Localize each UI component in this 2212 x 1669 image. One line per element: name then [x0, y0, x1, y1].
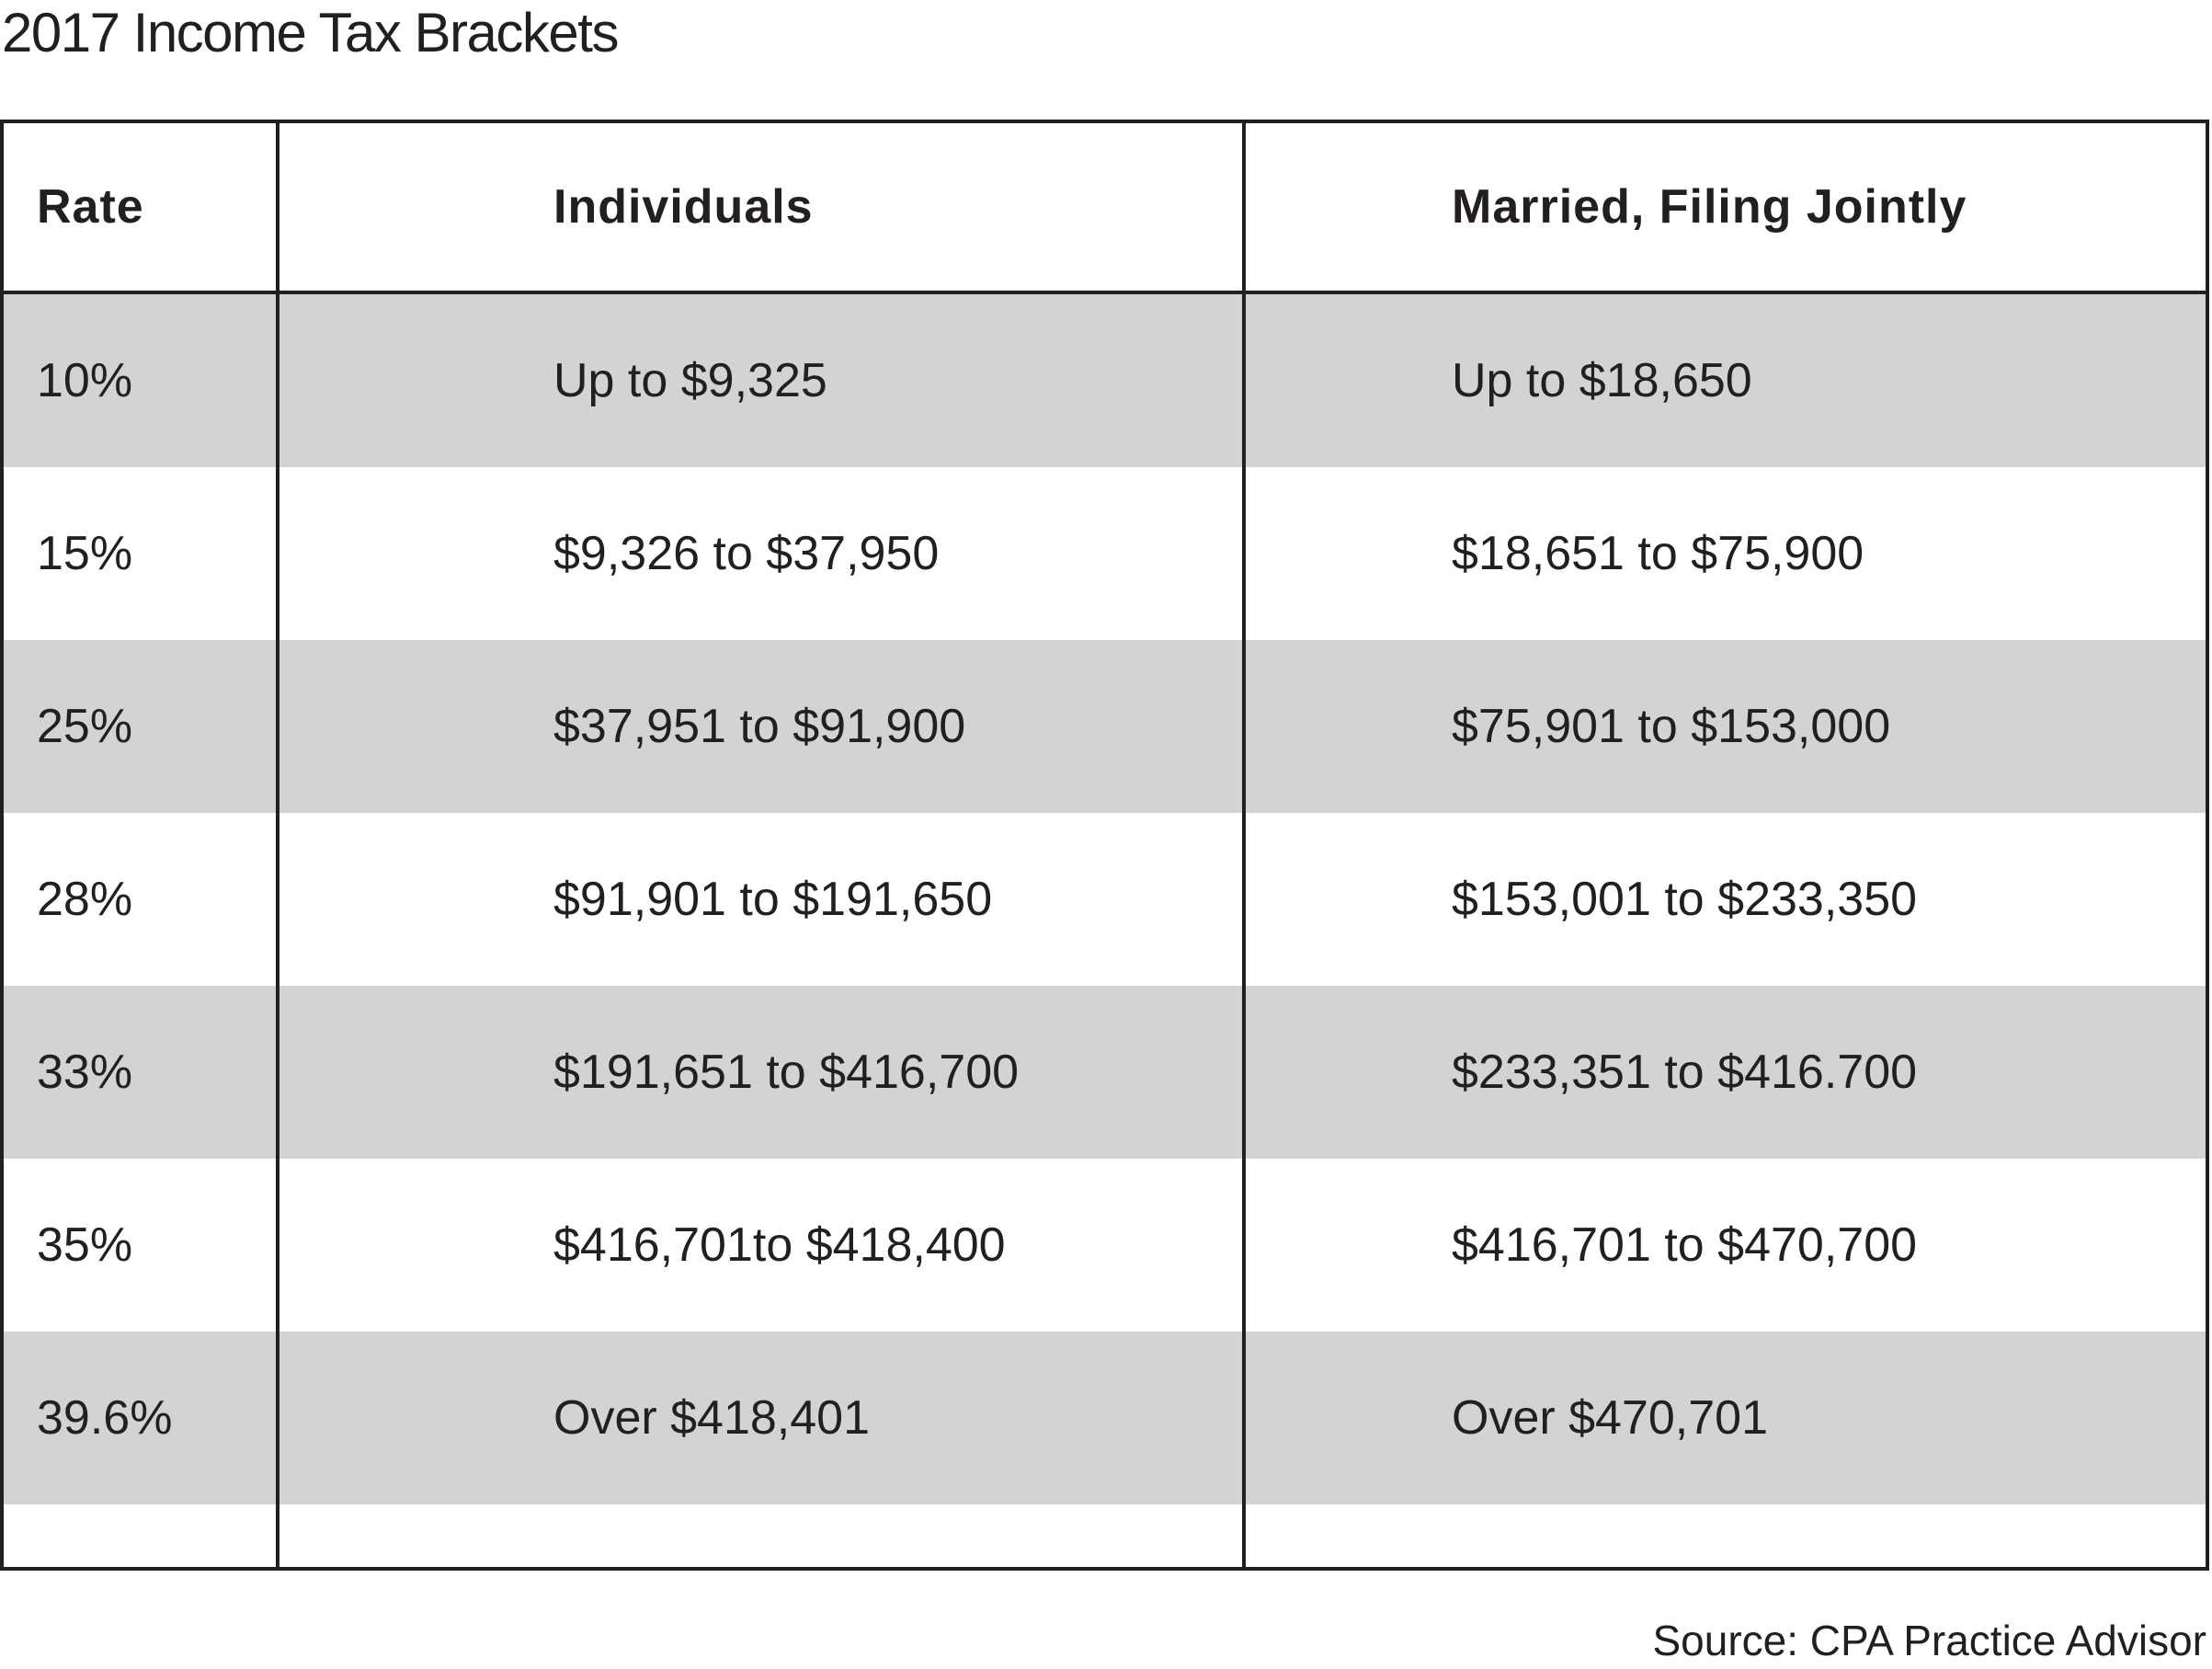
table-row: 28% $91,901 to $191,650 $153,001 to $233… — [4, 813, 2206, 986]
married-cell: $416,701 to $470,700 — [1452, 1218, 1918, 1272]
married-cell: Over $470,701 — [1452, 1391, 1769, 1445]
source-credit: Source: CPA Practice Advisor — [1652, 1617, 2206, 1664]
table-row: 15% $9,326 to $37,950 $18,651 to $75,900 — [4, 467, 2206, 640]
table-row: 35% $416,701to $418,400 $416,701 to $470… — [4, 1159, 2206, 1332]
table-row: 10% Up to $9,325 Up to $18,650 — [4, 294, 2206, 467]
individuals-cell: Over $418,401 — [553, 1391, 871, 1445]
rate-cell: 10% — [37, 354, 133, 407]
rate-cell: 15% — [37, 527, 133, 580]
rate-cell: 33% — [37, 1046, 133, 1099]
married-cell: $153,001 to $233,350 — [1452, 873, 1918, 926]
header-married-filing-jointly: Married, Filing Jointly — [1452, 180, 1967, 234]
married-cell: $75,901 to $153,000 — [1452, 700, 1891, 753]
rate-cell: 39.6% — [37, 1391, 173, 1445]
table-row: 33% $191,651 to $416,700 $233,351 to $41… — [4, 986, 2206, 1159]
column-divider-rate — [276, 123, 279, 1567]
rate-cell: 25% — [37, 700, 133, 753]
individuals-cell: $9,326 to $37,950 — [553, 527, 940, 580]
married-cell: $18,651 to $75,900 — [1452, 527, 1864, 580]
rate-cell: 28% — [37, 873, 133, 926]
column-divider-individuals — [1242, 123, 1246, 1567]
table-header-row: Rate Individuals Married, Filing Jointly — [4, 123, 2206, 294]
married-cell: $233,351 to $416.700 — [1452, 1046, 1918, 1099]
individuals-cell: Up to $9,325 — [553, 354, 827, 407]
table-row: 25% $37,951 to $91,900 $75,901 to $153,0… — [4, 640, 2206, 813]
header-rate: Rate — [37, 180, 144, 234]
tax-bracket-table: Rate Individuals Married, Filing Jointly… — [0, 120, 2209, 1571]
individuals-cell: $37,951 to $91,900 — [553, 700, 966, 753]
individuals-cell: $416,701to $418,400 — [553, 1218, 1006, 1272]
rate-cell: 35% — [37, 1218, 133, 1272]
table-row: 39.6% Over $418,401 Over $470,701 — [4, 1332, 2206, 1504]
married-cell: Up to $18,650 — [1452, 354, 1752, 407]
individuals-cell: $191,651 to $416,700 — [553, 1046, 1020, 1099]
individuals-cell: $91,901 to $191,650 — [553, 873, 993, 926]
page-title: 2017 Income Tax Brackets — [2, 2, 619, 63]
header-individuals: Individuals — [553, 180, 814, 234]
